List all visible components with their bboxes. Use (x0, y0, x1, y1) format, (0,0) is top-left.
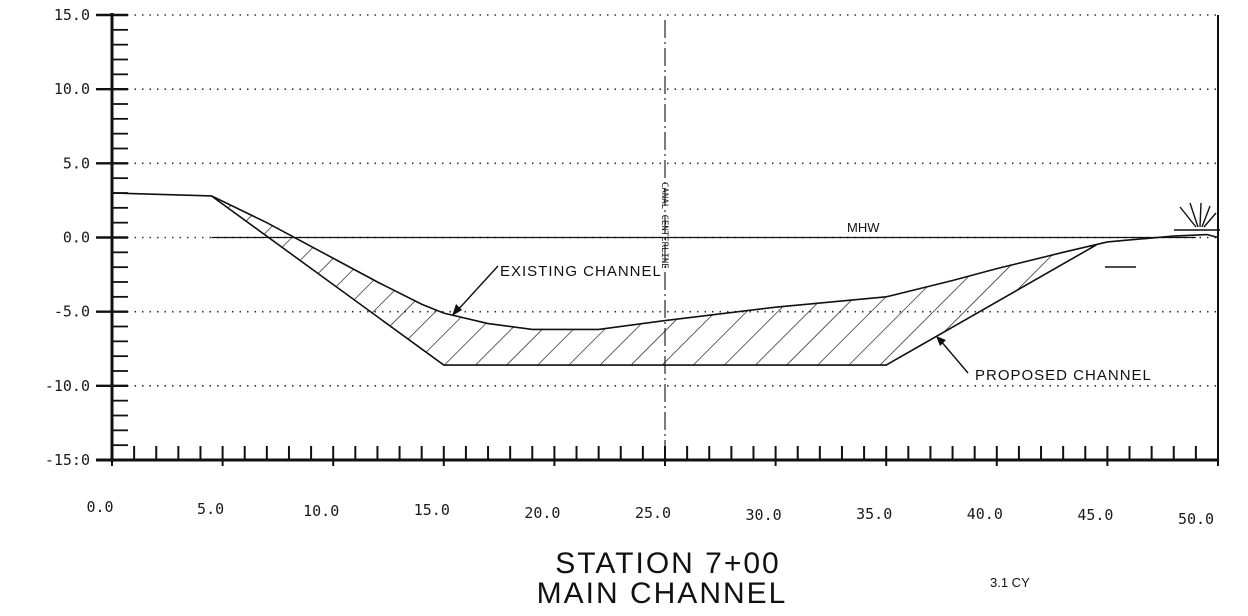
x-tick-label: 25.0 (635, 504, 671, 522)
volume-note: 3.1 CY (990, 575, 1030, 590)
marsh-blade (1179, 206, 1197, 228)
existing-channel-line (111, 192, 1219, 331)
existing-leader-line (455, 265, 499, 313)
x-tick-label: 15.0 (414, 501, 450, 519)
drawing-subtitle: MAIN CHANNEL (537, 577, 788, 610)
x-tick-labels: 0.0 5.0 10.0 15.0 20.0 25.0 30.0 35.0 40.0 45.0 50… (86, 498, 1214, 528)
drawing-title: STATION 7+00 (555, 547, 780, 580)
x-tick-label: 45.0 (1077, 506, 1113, 524)
x-tick-label: 5.0 (197, 500, 224, 518)
x-tick-label: 50.0 (1178, 510, 1214, 528)
x-tick-label: 30.0 (746, 506, 782, 524)
marsh-blade (1203, 212, 1217, 228)
existing-channel-label: EXISTING CHANNEL (500, 263, 662, 280)
channel-sections (111, 20, 1219, 462)
y-tick-label: 5.0 (63, 154, 90, 172)
mhw-label: MHW (847, 220, 880, 235)
existing-leader-arrowhead (452, 304, 462, 316)
proposed-channel-label: PROPOSED CHANNEL (975, 367, 1152, 384)
y-tick-label: -10.0 (45, 377, 90, 395)
y-tick-label: 10.0 (54, 80, 90, 98)
x-tick-label: 35.0 (856, 505, 892, 523)
leader-arrows (452, 265, 969, 374)
marsh-blade (1201, 205, 1211, 228)
centerline-text: CANAL CENTERLINE (659, 182, 669, 269)
marsh-blade (1199, 202, 1202, 228)
proposed-leader-line (939, 339, 969, 374)
y-tick-labels: 15.0 10.0 5.0 0.0 -5.0 -10.0 -15:0 (45, 6, 90, 469)
y-tick-label: 15.0 (54, 6, 90, 24)
cut-hatch-area (211, 195, 1097, 366)
axes (96, 13, 1219, 466)
x-tick-label: 10.0 (303, 502, 339, 520)
x-tick-label: 20.0 (524, 504, 560, 522)
marsh-symbol (1105, 202, 1220, 268)
x-tick-label: 0.0 (86, 498, 113, 516)
y-tick-label: 0.0 (63, 229, 90, 247)
centerline-label: CANAL CENTERLINE (659, 182, 669, 269)
proposed-leader-arrowhead (936, 336, 946, 346)
marsh-blade (1189, 202, 1199, 228)
y-tick-label: -5.0 (54, 303, 90, 321)
x-tick-label: 40.0 (967, 505, 1003, 523)
y-tick-label: -15:0 (45, 451, 90, 469)
